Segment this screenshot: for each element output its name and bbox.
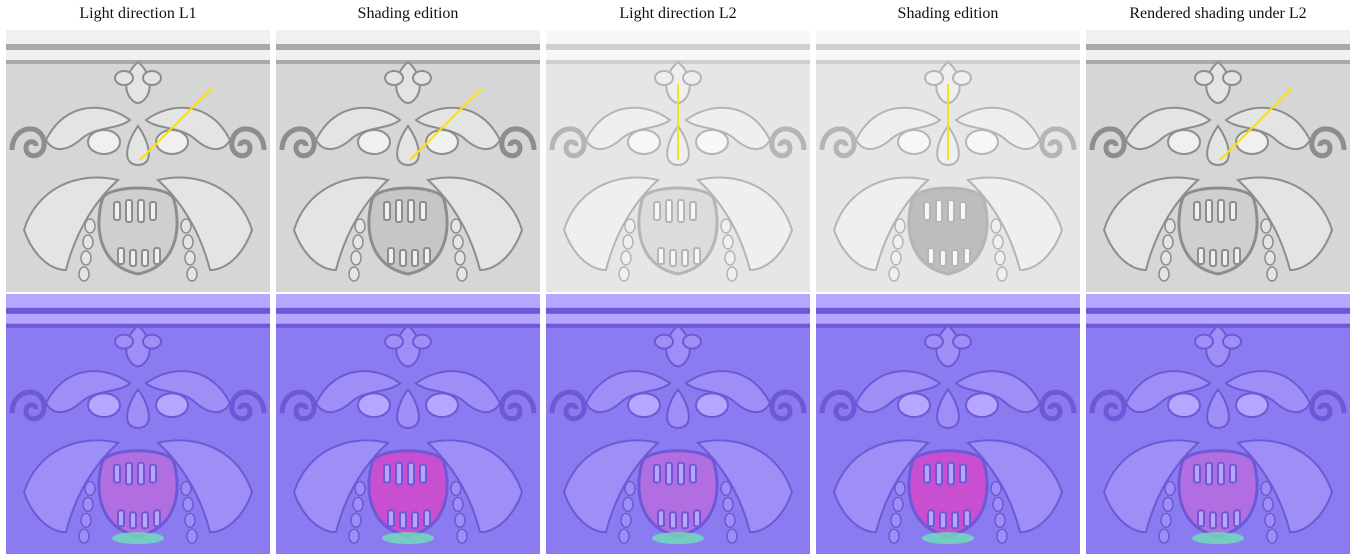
column-4: Shading edition bbox=[816, 0, 1080, 554]
normal-map-render bbox=[546, 294, 810, 554]
column-title: Shading edition bbox=[357, 5, 459, 22]
shading-image-1 bbox=[6, 30, 270, 292]
shading-image-3 bbox=[546, 30, 810, 292]
normal-map-render bbox=[6, 294, 270, 554]
column-title: Shading edition bbox=[897, 5, 999, 22]
column-2: Shading edition bbox=[276, 0, 540, 554]
column-title: Rendered shading under L2 bbox=[1129, 5, 1307, 22]
column-1: Light direction L1 bbox=[6, 0, 270, 554]
shading-render bbox=[1086, 30, 1350, 292]
column-5: Rendered shading under L2 bbox=[1086, 0, 1350, 554]
normal-map-render bbox=[816, 294, 1080, 554]
shading-render bbox=[546, 30, 810, 292]
light-direction-line bbox=[139, 87, 213, 161]
normal-map-image-2 bbox=[276, 294, 540, 554]
normal-map-image-5 bbox=[1086, 294, 1350, 554]
light-direction-line bbox=[1219, 87, 1293, 161]
normal-map-image-4 bbox=[816, 294, 1080, 554]
shading-render bbox=[816, 30, 1080, 292]
shading-render bbox=[6, 30, 270, 292]
normal-map-render bbox=[276, 294, 540, 554]
light-direction-line bbox=[409, 87, 483, 161]
normal-map-image-1 bbox=[6, 294, 270, 554]
column-title: Light direction L2 bbox=[619, 5, 737, 22]
column-3: Light direction L2 bbox=[546, 0, 810, 554]
normal-map-image-3 bbox=[546, 294, 810, 554]
column-title: Light direction L1 bbox=[79, 5, 197, 22]
normal-map-render bbox=[1086, 294, 1350, 554]
shading-image-2 bbox=[276, 30, 540, 292]
shading-image-5 bbox=[1086, 30, 1350, 292]
shading-image-4 bbox=[816, 30, 1080, 292]
shading-render bbox=[276, 30, 540, 292]
